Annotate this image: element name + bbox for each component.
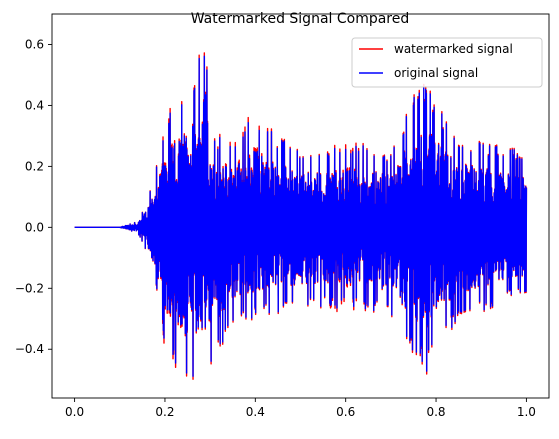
legend-label-watermarked-signal: watermarked signal xyxy=(394,42,513,56)
plot-frame xyxy=(51,13,550,399)
y-tick-label: −0.4 xyxy=(15,342,44,356)
y-tick-label: 0.0 xyxy=(25,220,44,234)
series-layer xyxy=(74,52,528,380)
x-tick-label: 0.0 xyxy=(65,405,84,419)
chart-title: Watermarked Signal Compared xyxy=(191,11,410,27)
y-tick-label: 0.4 xyxy=(25,98,44,112)
x-tick-label: 0.2 xyxy=(155,405,174,419)
series-line-original-signal xyxy=(74,55,528,377)
y-tick-label: 0.6 xyxy=(25,37,44,51)
x-tick-label: 0.6 xyxy=(336,405,355,419)
x-tick-label: 0.8 xyxy=(426,405,445,419)
legend-frame xyxy=(351,37,543,88)
x-tick-label: 0.4 xyxy=(246,405,265,419)
x-tick-label: 1.0 xyxy=(517,405,536,419)
y-tick-label: −0.2 xyxy=(15,281,44,295)
y-tick-label: 0.2 xyxy=(25,159,44,173)
legend: watermarked signal original signal xyxy=(351,37,543,88)
legend-label-original-signal: original signal xyxy=(394,66,478,80)
y-axis: −0.4 −0.2 0.0 0.2 0.4 0.6 xyxy=(15,37,52,356)
x-axis: 0.0 0.2 0.4 0.6 0.8 1.0 xyxy=(65,398,536,419)
